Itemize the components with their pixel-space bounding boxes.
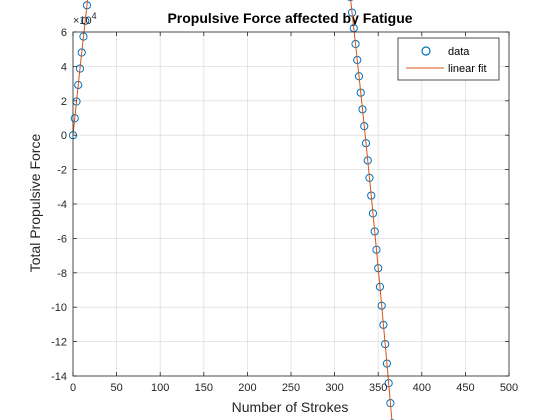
y-tick-label: -8 [57,268,67,280]
y-tick-label: -6 [57,233,67,245]
axes-box [72,31,510,377]
plot-area [68,0,395,420]
legend: data linear fit [397,37,500,81]
x-tick-label: 50 [110,382,122,394]
tick-labels: 0 50 100 150 200 250 300 350 400 450 500 6 4 2 0 -2 -4 -6… [51,27,518,394]
x-tick-label: 400 [413,382,431,394]
x-tick-label: 250 [282,382,300,394]
legend-label-linear-fit: linear fit [448,63,487,75]
x-axis-label: Number of Strokes [232,399,349,415]
x-tick-label: 200 [238,382,256,394]
x-tick-label: 100 [151,382,169,394]
x-tick-label: 450 [456,382,474,394]
x-tick-label: 350 [369,382,387,394]
y-tick-label: -4 [57,199,67,211]
x-tick-label: 300 [325,382,343,394]
legend-box [397,37,500,81]
y-tick-label: 4 [61,61,67,73]
y-tick-label: 0 [61,130,67,142]
y-exponent-prefix: ×104 [73,11,97,27]
legend-data-marker-icon [421,46,431,56]
y-tick-label: 6 [61,27,67,39]
y-tick-label: -12 [51,337,67,349]
y-tick-label: -14 [51,371,67,383]
y-axis-label: Total Propulsive Force [27,134,43,273]
x-tick-label: 500 [500,382,518,394]
legend-label-data: data [448,46,470,58]
y-tick-label: -2 [57,165,67,177]
x-tick-label: 0 [70,382,76,394]
chart-title: Propulsive Force affected by Fatigue [167,10,412,26]
y-tick-label: -10 [51,302,67,314]
x-tick-label: 150 [195,382,213,394]
y-tick-label: 2 [61,96,67,108]
axes [72,31,510,377]
